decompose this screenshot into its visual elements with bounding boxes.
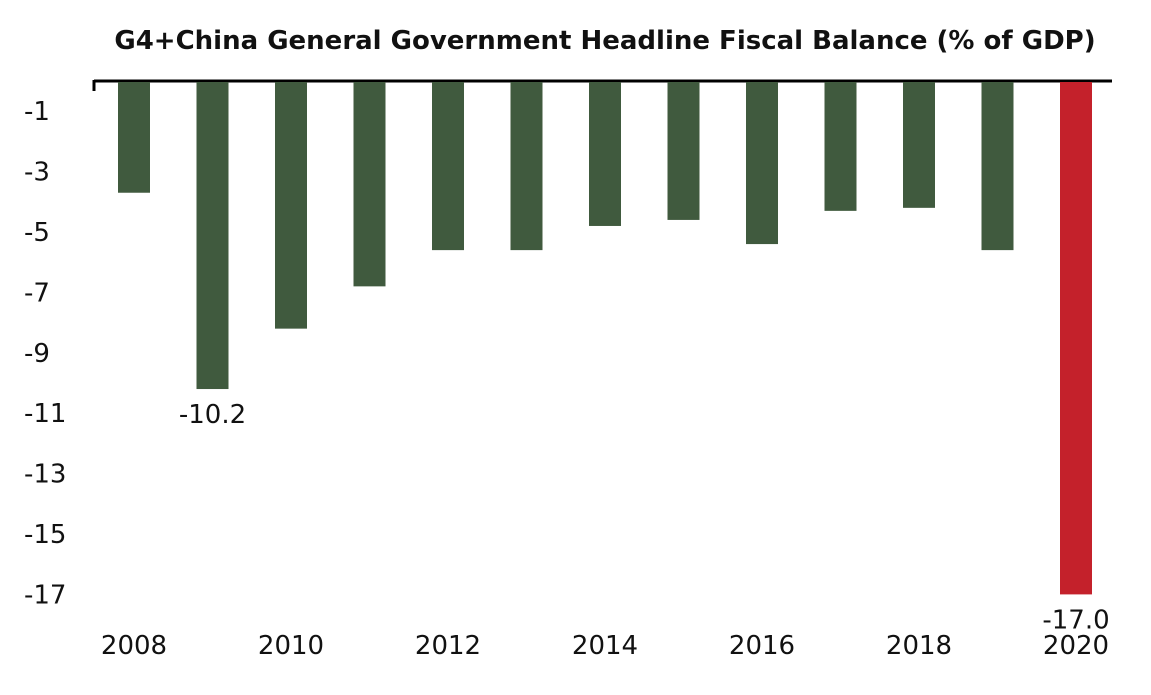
x-tick-label: 2020 xyxy=(1043,631,1109,661)
x-tick-label: 2008 xyxy=(101,631,167,661)
x-tick-label: 2014 xyxy=(572,631,638,661)
bar-2014 xyxy=(589,82,621,226)
bar-data-label: -17.0 xyxy=(1042,605,1109,635)
x-tick-label: 2010 xyxy=(258,631,324,661)
bar-2012 xyxy=(432,82,464,251)
bar-2017 xyxy=(824,82,857,211)
y-axis-tick-labels: -1 -3 -5 -7 -9 -11 -13 -15 -17 xyxy=(24,97,66,610)
bar-2008 xyxy=(118,82,150,193)
bar-2020 xyxy=(1060,82,1092,595)
bar-2013 xyxy=(510,82,543,251)
bar-2009 xyxy=(196,82,229,390)
y-tick-label: -13 xyxy=(24,460,66,490)
y-tick-label: -9 xyxy=(24,339,50,369)
y-tick-label: -7 xyxy=(24,278,50,308)
bar-2011 xyxy=(353,82,386,287)
bar-2010 xyxy=(275,82,307,329)
y-tick-label: -17 xyxy=(24,580,66,610)
bars xyxy=(118,82,1092,595)
y-tick-label: -5 xyxy=(24,218,50,248)
y-tick-label: -11 xyxy=(24,399,66,429)
data-labels: -10.2 -17.0 xyxy=(179,400,1110,635)
y-tick-label: -1 xyxy=(24,97,50,127)
x-tick-label: 2018 xyxy=(886,631,952,661)
bar-2018 xyxy=(903,82,935,208)
x-tick-label: 2012 xyxy=(415,631,481,661)
x-tick-label: 2016 xyxy=(729,631,795,661)
bar-2015 xyxy=(667,82,700,220)
y-tick-label: -3 xyxy=(24,158,50,188)
y-tick-label: -15 xyxy=(24,520,66,550)
bar-2019 xyxy=(981,82,1014,251)
x-axis-tick-labels: 2008 2010 2012 2014 2016 2018 2020 xyxy=(101,631,1109,661)
bar-data-label: -10.2 xyxy=(179,400,246,430)
chart-title: G4+China General Government Headline Fis… xyxy=(114,26,1096,56)
bar-2016 xyxy=(746,82,778,245)
